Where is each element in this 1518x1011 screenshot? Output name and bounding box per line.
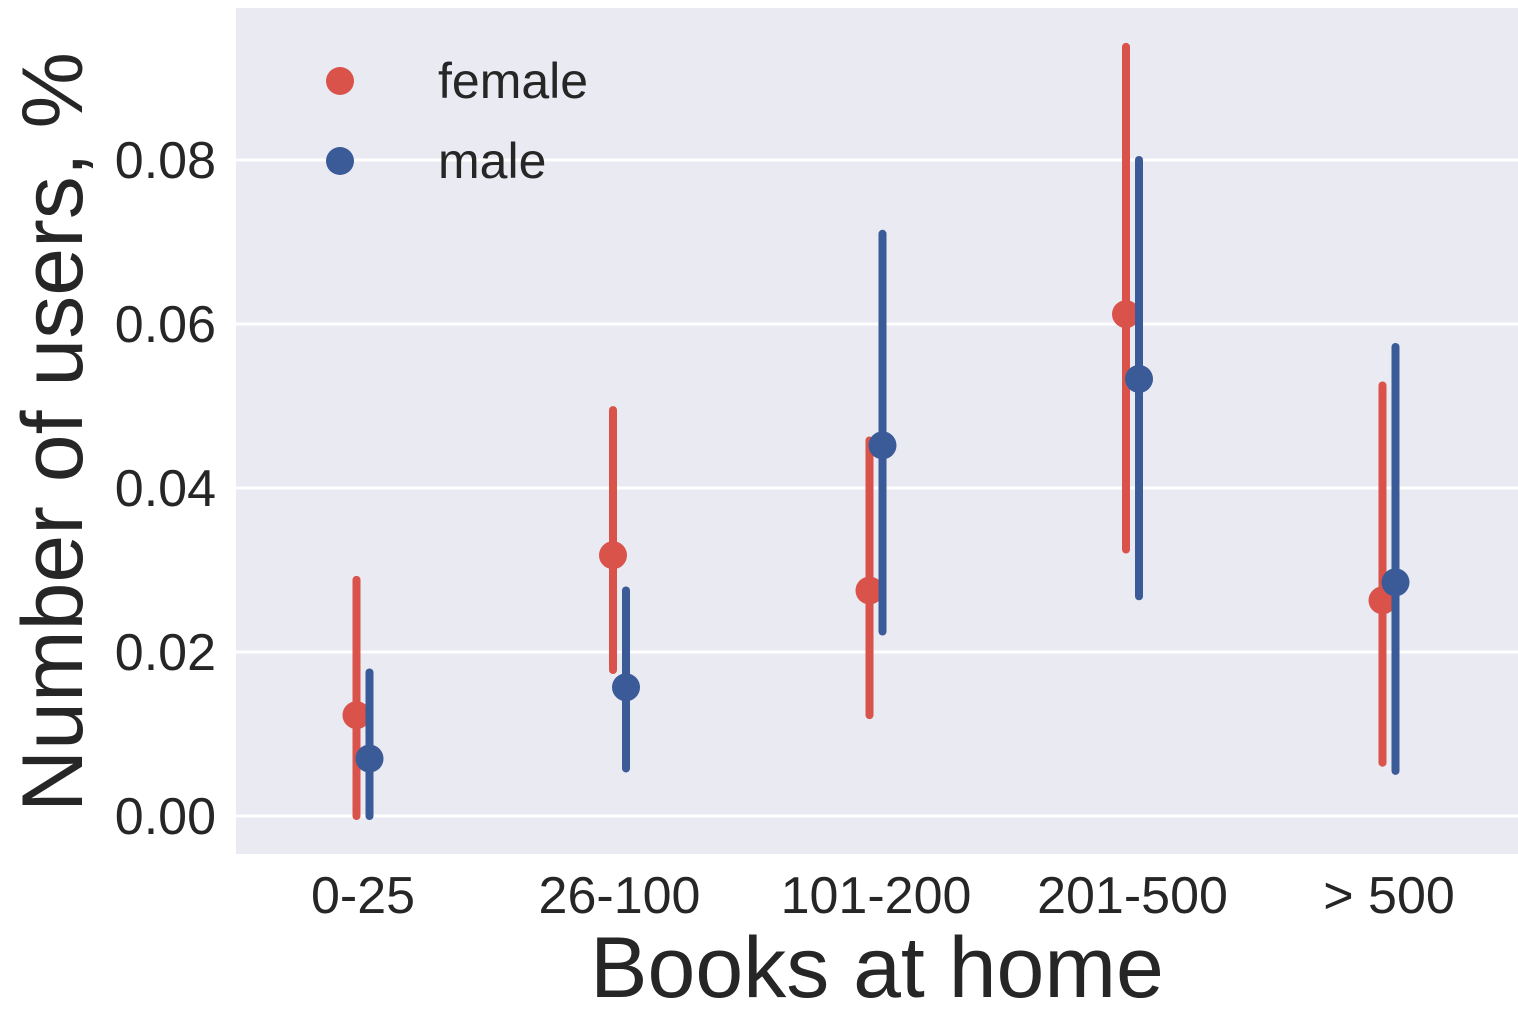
y-tick-label: 0.06 bbox=[115, 296, 216, 354]
data-point bbox=[612, 673, 640, 702]
x-tick-labels: 0-25 26-100 101-200 201-500 > 500 bbox=[311, 867, 1455, 925]
x-tick-label: > 500 bbox=[1323, 867, 1455, 925]
y-tick-label: 0.08 bbox=[115, 132, 216, 190]
grid-lines bbox=[236, 158, 1518, 818]
y-axis-title: Number of users, % bbox=[5, 52, 101, 812]
y-tick-label: 0.04 bbox=[115, 460, 216, 518]
x-tick-label: 26-100 bbox=[539, 867, 701, 925]
x-tick-label: 0-25 bbox=[311, 867, 415, 925]
legend-label: female bbox=[438, 53, 588, 109]
y-tick-labels: 0.00 0.02 0.04 0.06 0.08 bbox=[115, 132, 216, 846]
data-point bbox=[342, 701, 371, 730]
data-point bbox=[1125, 364, 1153, 393]
data-point bbox=[855, 576, 884, 605]
legend: female male bbox=[326, 53, 588, 189]
plot-background bbox=[236, 8, 1518, 854]
data-point bbox=[1112, 300, 1140, 329]
y-tick-label: 0.02 bbox=[115, 624, 216, 682]
y-tick-label: 0.00 bbox=[115, 788, 216, 846]
legend-marker bbox=[326, 147, 354, 175]
x-tick-label: 201-500 bbox=[1037, 867, 1228, 925]
legend-label: male bbox=[438, 133, 546, 189]
series-male bbox=[355, 156, 1410, 820]
x-tick-label: 101-200 bbox=[781, 867, 972, 925]
legend-marker bbox=[326, 67, 354, 95]
data-point bbox=[355, 744, 384, 773]
x-axis-title: Books at home bbox=[590, 920, 1164, 1011]
data-point bbox=[599, 541, 627, 570]
chart-marks bbox=[342, 42, 1410, 820]
data-point bbox=[868, 431, 897, 460]
data-point bbox=[1381, 568, 1410, 597]
